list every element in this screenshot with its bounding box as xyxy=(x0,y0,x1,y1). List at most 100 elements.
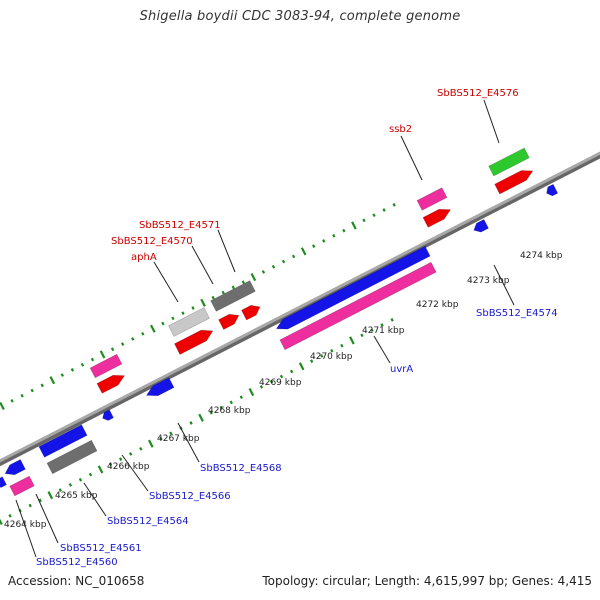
tick-mark-outer xyxy=(99,350,106,359)
gene-label[interactable]: SbBS512_E4560 xyxy=(36,557,118,568)
kbp-label: 4269 kbp xyxy=(259,378,302,388)
gene-feature-blue[interactable] xyxy=(4,459,26,476)
leader-line xyxy=(121,454,149,492)
leader-lines xyxy=(15,99,515,558)
leader-line xyxy=(373,335,391,364)
leader-line xyxy=(153,261,179,303)
tick-mark-inner xyxy=(38,498,42,503)
tick-mark-inner xyxy=(269,379,274,384)
gene-feature-magenta[interactable] xyxy=(416,187,448,211)
tick-mark-inner xyxy=(310,359,314,363)
gene-feature-blue[interactable] xyxy=(546,183,559,197)
tick-mark-inner xyxy=(349,336,355,345)
tick-mark-inner xyxy=(78,477,83,482)
gene-label[interactable]: SbBS512_E4570 xyxy=(111,236,193,247)
gene-label[interactable]: SbBS512_E4568 xyxy=(200,463,282,474)
tick-mark-inner xyxy=(259,385,264,389)
leader-line xyxy=(191,245,214,285)
tick-mark-outer xyxy=(90,357,95,362)
tick-rings xyxy=(0,203,396,526)
kbp-label: 4274 kbp xyxy=(520,251,563,261)
gene-labels-top: SbBS512_E4576 ssb2 SbBS512_E4571 SbBS512… xyxy=(111,88,519,263)
leader-line xyxy=(483,99,500,144)
gene-label[interactable]: SbBS512_E4576 xyxy=(437,88,519,99)
tick-mark-outer xyxy=(392,203,396,207)
gene-label[interactable]: SbBS512_E4566 xyxy=(149,491,231,502)
gene-label[interactable]: SbBS512_E4564 xyxy=(107,516,189,527)
gene-feature-gray[interactable] xyxy=(46,439,98,475)
gene-feature-green[interactable] xyxy=(488,147,530,177)
gene-feature-blue[interactable] xyxy=(0,476,7,488)
tick-mark-inner xyxy=(159,436,163,441)
tick-mark-inner xyxy=(139,446,143,451)
leader-line xyxy=(217,229,236,273)
tick-mark-inner xyxy=(118,457,123,461)
kbp-label: 4273 kbp xyxy=(467,276,510,286)
gene-feature-blue[interactable] xyxy=(275,245,431,330)
gene-feature-gray[interactable] xyxy=(210,280,256,312)
tick-mark-outer xyxy=(0,401,5,411)
kbp-label: 4270 kbp xyxy=(310,352,353,362)
tick-mark-inner xyxy=(360,333,364,338)
gene-features xyxy=(0,147,559,497)
tick-mark-inner xyxy=(279,374,284,379)
gene-feature-red[interactable] xyxy=(218,313,240,330)
tick-mark-outer xyxy=(171,316,175,321)
tick-mark-inner xyxy=(298,362,305,371)
gene-feature-gray-light[interactable] xyxy=(168,307,210,337)
tick-mark-outer xyxy=(110,347,115,352)
tick-mark-outer xyxy=(312,244,316,248)
tick-mark-outer xyxy=(131,337,135,341)
tick-mark-inner xyxy=(97,465,104,474)
gene-label[interactable]: SbBS512_E4571 xyxy=(139,220,221,231)
gene-feature-magenta[interactable] xyxy=(89,353,123,379)
leader-line xyxy=(177,422,200,463)
gene-feature-red[interactable] xyxy=(422,208,452,228)
gene-feature-magenta[interactable] xyxy=(9,475,35,497)
leader-line xyxy=(400,135,423,181)
tick-mark-outer xyxy=(40,383,44,388)
gene-feature-blue[interactable] xyxy=(473,218,489,233)
tick-mark-inner xyxy=(28,503,32,508)
tick-mark-outer xyxy=(120,342,125,346)
tick-mark-outer xyxy=(261,270,266,274)
gene-feature-magenta[interactable] xyxy=(279,261,437,351)
gene-feature-red[interactable] xyxy=(241,304,261,321)
gene-label[interactable]: aphA xyxy=(131,252,157,263)
tick-mark-inner xyxy=(219,405,223,410)
gene-feature-red[interactable] xyxy=(494,170,534,195)
gene-label[interactable]: SbBS512_E4574 xyxy=(476,308,558,319)
tick-mark-outer xyxy=(250,273,257,282)
kbp-label: 4266 kbp xyxy=(107,462,150,472)
tick-mark-outer xyxy=(322,239,326,243)
gene-label[interactable]: ssb2 xyxy=(389,124,412,135)
gene-label[interactable]: SbBS512_E4561 xyxy=(60,543,142,554)
gene-feature-red[interactable] xyxy=(96,374,126,394)
tick-mark-outer xyxy=(141,331,145,336)
tick-mark-outer xyxy=(231,285,235,290)
tick-mark-outer xyxy=(70,368,75,372)
kbp-labels: 4264 kbp 4265 kbp 4266 kbp 4267 kbp 4268… xyxy=(4,251,563,530)
tick-mark-outer xyxy=(191,306,195,310)
gene-feature-blue[interactable] xyxy=(38,424,88,458)
tick-mark-inner xyxy=(390,318,394,322)
gene-feature-red[interactable] xyxy=(174,329,214,355)
leader-line xyxy=(35,493,59,544)
accession-text: Accession: NC_010658 xyxy=(8,574,145,588)
tick-mark-outer xyxy=(161,321,165,326)
tick-mark-outer xyxy=(241,280,245,285)
tick-mark-outer xyxy=(80,362,85,367)
tick-mark-outer xyxy=(150,324,156,333)
tick-mark-inner xyxy=(248,388,255,397)
tick-mark-outer xyxy=(20,393,24,398)
leader-line xyxy=(15,499,37,558)
kbp-label: 4265 kbp xyxy=(55,491,98,501)
gene-label[interactable]: uvrA xyxy=(390,364,413,375)
gene-feature-blue[interactable] xyxy=(102,409,114,421)
kbp-label: 4267 kbp xyxy=(157,434,200,444)
tick-mark-inner xyxy=(148,439,154,448)
gene-feature-blue[interactable] xyxy=(145,377,175,397)
map-title: Shigella boydii CDC 3083-94, complete ge… xyxy=(139,9,461,24)
kbp-label: 4264 kbp xyxy=(4,520,47,530)
